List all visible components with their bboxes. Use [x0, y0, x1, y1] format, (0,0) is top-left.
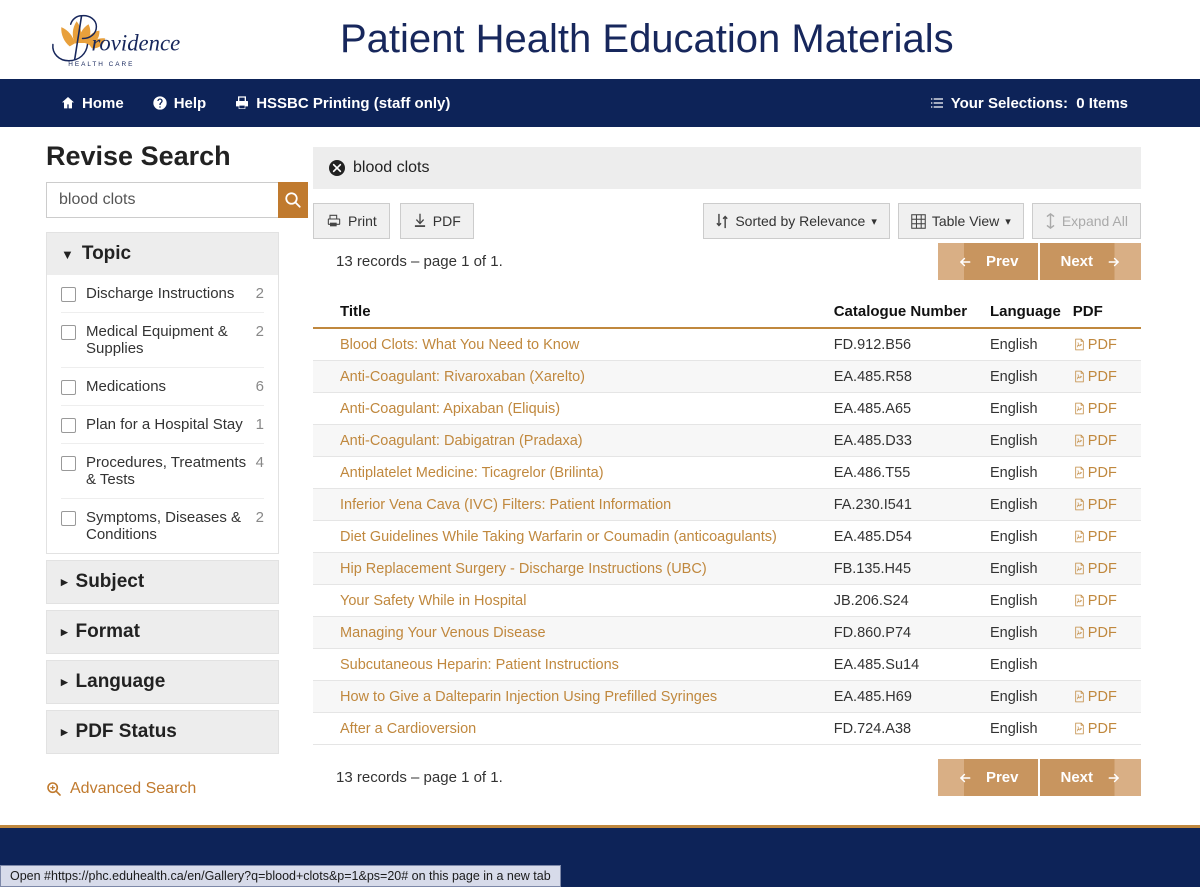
svg-text:HEALTH CARE: HEALTH CARE [68, 61, 134, 68]
svg-text:rovidence: rovidence [91, 30, 180, 55]
